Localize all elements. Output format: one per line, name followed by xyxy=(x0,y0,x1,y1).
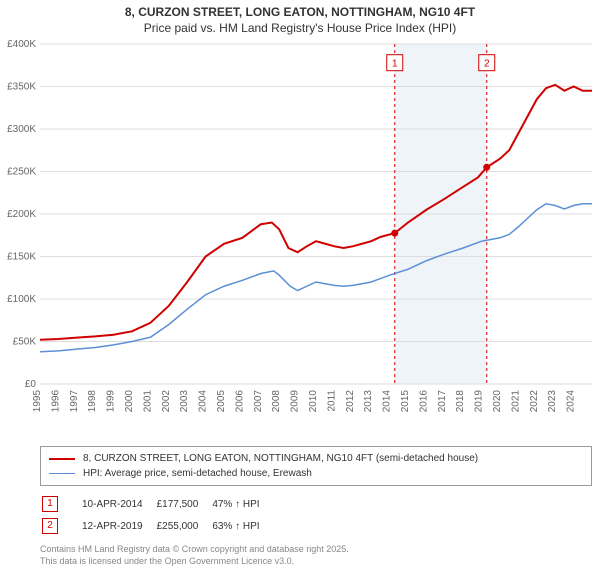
legend-item-blue: HPI: Average price, semi-detached house,… xyxy=(49,466,583,481)
title-block: 8, CURZON STREET, LONG EATON, NOTTINGHAM… xyxy=(0,0,600,36)
svg-text:£100K: £100K xyxy=(7,294,36,305)
legend-swatch-blue xyxy=(49,473,75,474)
legend-and-info: 8, CURZON STREET, LONG EATON, NOTTINGHAM… xyxy=(40,446,592,567)
chart-svg: £0£50K£100K£150K£200K£250K£300K£350K£400… xyxy=(40,44,592,414)
chart-container: 8, CURZON STREET, LONG EATON, NOTTINGHAM… xyxy=(0,0,600,560)
sale-marker-2: 2 xyxy=(42,518,58,534)
legend-box: 8, CURZON STREET, LONG EATON, NOTTINGHAM… xyxy=(40,446,592,486)
svg-text:2010: 2010 xyxy=(308,390,319,413)
footer-attribution: Contains HM Land Registry data © Crown c… xyxy=(40,544,592,567)
title-subtitle: Price paid vs. HM Land Registry's House … xyxy=(0,20,600,36)
svg-text:2020: 2020 xyxy=(492,390,503,413)
svg-text:1997: 1997 xyxy=(69,390,80,413)
sale-row-1: 1 10-APR-2014 £177,500 47% ↑ HPI xyxy=(42,494,272,514)
chart-area: £0£50K£100K£150K£200K£250K£300K£350K£400… xyxy=(40,44,592,414)
svg-text:2005: 2005 xyxy=(216,390,227,413)
svg-text:£200K: £200K xyxy=(7,209,36,220)
legend-label-red: 8, CURZON STREET, LONG EATON, NOTTINGHAM… xyxy=(83,451,478,466)
sale-row-2: 2 12-APR-2019 £255,000 63% ↑ HPI xyxy=(42,516,272,536)
legend-item-red: 8, CURZON STREET, LONG EATON, NOTTINGHAM… xyxy=(49,451,583,466)
title-address: 8, CURZON STREET, LONG EATON, NOTTINGHAM… xyxy=(0,4,600,20)
svg-text:2014: 2014 xyxy=(382,390,393,413)
svg-text:2023: 2023 xyxy=(547,390,558,413)
svg-text:£350K: £350K xyxy=(7,82,36,93)
svg-text:2016: 2016 xyxy=(418,390,429,413)
footer-line2: This data is licensed under the Open Gov… xyxy=(40,556,592,567)
sales-table: 1 10-APR-2014 £177,500 47% ↑ HPI 2 12-AP… xyxy=(40,492,274,538)
svg-text:2006: 2006 xyxy=(234,390,245,413)
svg-text:1995: 1995 xyxy=(32,390,43,413)
legend-swatch-red xyxy=(49,458,75,460)
svg-text:2008: 2008 xyxy=(271,390,282,413)
svg-text:2018: 2018 xyxy=(455,390,466,413)
legend-label-blue: HPI: Average price, semi-detached house,… xyxy=(83,466,312,481)
svg-text:2003: 2003 xyxy=(179,390,190,413)
svg-text:1: 1 xyxy=(392,59,398,70)
sale-marker-1: 1 xyxy=(42,496,58,512)
svg-text:1996: 1996 xyxy=(50,390,61,413)
svg-text:2000: 2000 xyxy=(124,390,135,413)
svg-text:£50K: £50K xyxy=(13,337,37,348)
svg-text:£150K: £150K xyxy=(7,252,36,263)
svg-text:£400K: £400K xyxy=(7,39,36,50)
svg-text:2013: 2013 xyxy=(363,390,374,413)
svg-text:2017: 2017 xyxy=(437,390,448,413)
svg-text:2001: 2001 xyxy=(142,390,153,413)
svg-text:£300K: £300K xyxy=(7,124,36,135)
svg-text:2004: 2004 xyxy=(198,390,209,413)
svg-text:£250K: £250K xyxy=(7,167,36,178)
svg-text:1998: 1998 xyxy=(87,390,98,413)
svg-text:2007: 2007 xyxy=(253,390,264,413)
svg-text:2024: 2024 xyxy=(566,390,577,413)
svg-text:2009: 2009 xyxy=(290,390,301,413)
footer-line1: Contains HM Land Registry data © Crown c… xyxy=(40,544,592,556)
sale-date-1: 10-APR-2014 xyxy=(82,494,155,514)
sale-price-2: £255,000 xyxy=(157,516,211,536)
sale-price-1: £177,500 xyxy=(157,494,211,514)
svg-text:2: 2 xyxy=(484,59,490,70)
sale-vs-1: 47% ↑ HPI xyxy=(212,494,271,514)
sale-vs-2: 63% ↑ HPI xyxy=(212,516,271,536)
sale-date-2: 12-APR-2019 xyxy=(82,516,155,536)
svg-text:2022: 2022 xyxy=(529,390,540,413)
svg-text:1999: 1999 xyxy=(106,390,117,413)
svg-text:2011: 2011 xyxy=(326,390,337,412)
svg-text:2012: 2012 xyxy=(345,390,356,413)
svg-text:2015: 2015 xyxy=(400,390,411,413)
svg-text:2021: 2021 xyxy=(510,390,521,413)
svg-text:2002: 2002 xyxy=(161,390,172,413)
svg-text:£0: £0 xyxy=(25,379,37,390)
svg-text:2019: 2019 xyxy=(474,390,485,413)
